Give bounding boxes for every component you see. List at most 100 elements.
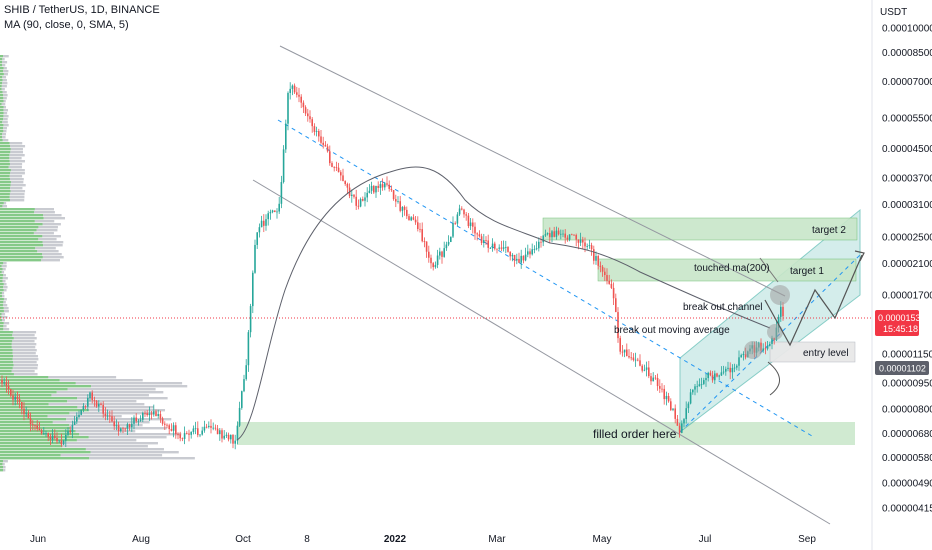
volume-bar <box>0 202 4 205</box>
volume-bar <box>12 331 37 334</box>
volume-bar <box>67 388 156 391</box>
chart-title: SHIB / TetherUS, 1D, BINANCE <box>4 4 160 16</box>
volume-bar <box>77 397 168 400</box>
volume-bar <box>0 238 39 241</box>
candle <box>586 246 588 247</box>
candle <box>557 230 560 235</box>
volume-bar <box>0 448 86 451</box>
volume-bar <box>10 190 26 193</box>
volume-bar <box>9 142 23 145</box>
volume-bar <box>0 148 11 151</box>
candle <box>487 240 489 248</box>
volume-bar <box>3 112 8 115</box>
volume-bar <box>1 64 6 67</box>
candle <box>208 425 210 427</box>
candle <box>247 332 250 366</box>
volume-bar <box>3 460 8 463</box>
candle <box>93 400 96 402</box>
candle <box>60 440 63 445</box>
candle <box>249 306 252 333</box>
candle <box>529 251 531 255</box>
x-tick-label: Aug <box>132 534 150 545</box>
candle <box>516 258 518 261</box>
candle <box>469 222 472 227</box>
volume-bar <box>0 70 4 73</box>
downtrend-upper-line <box>279 45 786 297</box>
volume-bar <box>1 265 7 268</box>
candle <box>766 345 769 349</box>
candle <box>304 107 307 114</box>
filled-order-zone <box>237 422 855 445</box>
volume-bar <box>35 247 56 250</box>
ascending-channel <box>679 208 861 434</box>
volume-bar <box>0 199 10 202</box>
y-tick-label: 0.00003700 <box>882 173 932 184</box>
candle <box>139 419 142 421</box>
candle <box>351 194 353 196</box>
candle <box>265 219 267 226</box>
candle <box>241 391 243 408</box>
candle <box>159 414 162 419</box>
volume-bar <box>0 241 43 244</box>
candle <box>672 408 674 410</box>
channel-midline <box>679 254 861 433</box>
volume-bar <box>0 205 3 208</box>
volume-bar <box>12 367 38 370</box>
candle <box>282 149 285 183</box>
candle <box>194 428 197 430</box>
candle <box>474 226 476 234</box>
candle <box>408 216 410 221</box>
volume-bar <box>88 436 167 439</box>
volume-bar <box>2 121 8 124</box>
candle <box>51 435 54 440</box>
candle <box>95 400 98 407</box>
volume-bar <box>0 103 2 106</box>
volume-bar <box>0 220 35 223</box>
volume-bar <box>51 394 149 397</box>
volume-bar <box>0 106 4 109</box>
volume-bar <box>3 73 8 76</box>
candle <box>49 437 52 440</box>
candle <box>687 403 690 409</box>
candle <box>333 166 335 168</box>
volume-bar <box>0 460 4 463</box>
candle <box>298 94 300 97</box>
candle <box>368 190 371 193</box>
candle <box>172 425 175 431</box>
candle <box>102 404 104 414</box>
candle <box>518 258 520 263</box>
candle <box>263 220 265 226</box>
candle <box>337 167 340 173</box>
candle <box>456 214 459 224</box>
candle <box>626 349 628 356</box>
y-tick-label: 0.00004500 <box>882 144 932 155</box>
volume-bar <box>13 361 37 364</box>
volume-bar <box>0 451 91 454</box>
volume-bar <box>38 238 57 241</box>
candle <box>56 438 58 442</box>
candle <box>599 265 602 267</box>
candle <box>652 377 654 382</box>
volume-bar <box>42 253 62 256</box>
y-tick-label: 0.00000680 <box>882 429 932 440</box>
candle <box>122 428 124 430</box>
candle <box>221 430 223 439</box>
y-tick-label: 0.00002100 <box>882 259 932 270</box>
candle <box>423 241 426 242</box>
volume-bar <box>1 85 7 88</box>
candle <box>199 434 201 436</box>
candle <box>522 255 525 261</box>
volume-bar <box>0 268 3 271</box>
candle <box>124 428 126 430</box>
candle <box>553 231 555 237</box>
volume-bar <box>0 280 3 283</box>
moving-average-line <box>236 166 771 441</box>
volume-bar <box>67 400 137 403</box>
volume-bar <box>0 142 10 145</box>
volume-bar <box>0 337 14 340</box>
volume-bar <box>0 91 3 94</box>
candle <box>698 384 701 387</box>
y-tick-label: 0.00001150 <box>882 350 932 361</box>
